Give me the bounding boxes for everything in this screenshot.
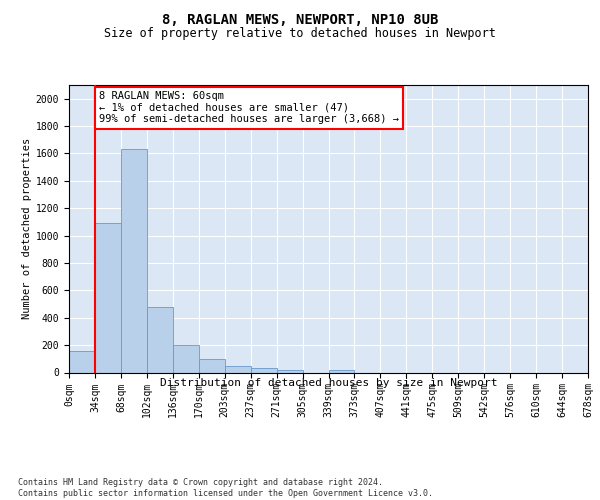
Text: Size of property relative to detached houses in Newport: Size of property relative to detached ho… xyxy=(104,28,496,40)
Bar xyxy=(225,366,251,372)
Text: 8 RAGLAN MEWS: 60sqm
← 1% of detached houses are smaller (47)
99% of semi-detach: 8 RAGLAN MEWS: 60sqm ← 1% of detached ho… xyxy=(99,91,399,124)
Text: Contains HM Land Registry data © Crown copyright and database right 2024.
Contai: Contains HM Land Registry data © Crown c… xyxy=(18,478,433,498)
Text: 8, RAGLAN MEWS, NEWPORT, NP10 8UB: 8, RAGLAN MEWS, NEWPORT, NP10 8UB xyxy=(162,12,438,26)
Bar xyxy=(173,345,199,372)
Text: Distribution of detached houses by size in Newport: Distribution of detached houses by size … xyxy=(160,378,497,388)
Bar xyxy=(95,224,121,372)
Bar xyxy=(199,359,224,372)
Bar xyxy=(147,307,173,372)
Bar xyxy=(69,350,95,372)
Bar xyxy=(277,370,302,372)
Bar xyxy=(329,370,355,372)
Bar xyxy=(251,368,277,372)
Y-axis label: Number of detached properties: Number of detached properties xyxy=(22,138,32,320)
Bar xyxy=(121,150,147,372)
